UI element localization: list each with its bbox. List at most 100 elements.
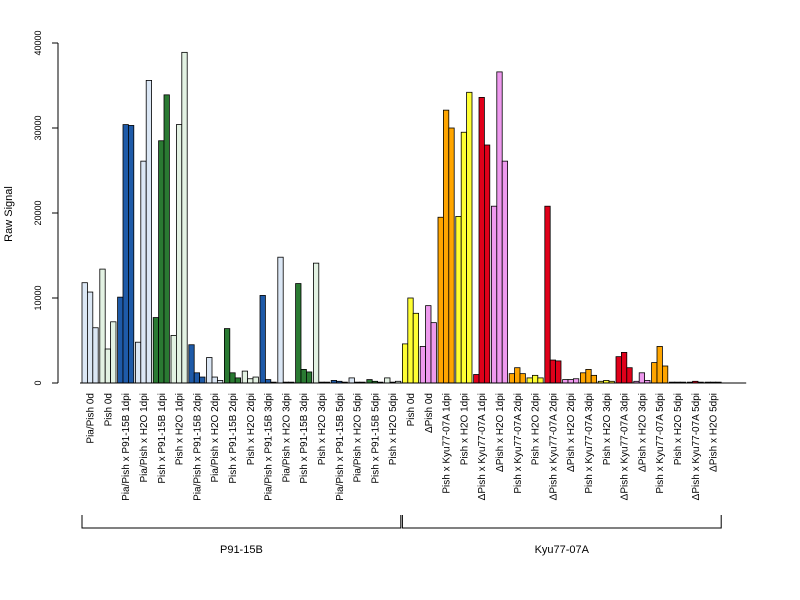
y-tick-label: 40000 [33,30,43,55]
bar [532,374,539,384]
bar [621,351,628,384]
x-tick-label: Pia/Pish x H2O 5dpi [353,393,364,483]
x-tick-label: Pia/Pish x P91-15B 3dpi [264,393,275,501]
y-tick-label: 10000 [33,285,43,310]
bar [473,374,480,384]
bar [259,295,266,384]
bar [562,379,569,384]
bar [496,71,503,384]
bar [175,124,183,384]
bar [252,376,259,384]
bar [134,341,142,384]
bar [211,376,218,384]
x-tick-label: Pish x P91-15B 5dpi [370,393,381,484]
bar [348,377,355,384]
y-tick-label: 0 [33,380,43,385]
x-tick-label: Pia/Pish x P91-15B 5dpi [335,393,346,501]
bar [455,215,462,384]
bar [573,378,580,384]
bar [193,372,200,384]
bar [519,373,526,384]
x-tick-label: Pish x H2O 1dpi [175,393,186,465]
bar [638,372,646,384]
bar [247,378,254,384]
bar [626,367,633,384]
x-tick-label: Pia/Pish x H2O 3dpi [281,393,292,483]
bar [170,334,177,384]
bar [104,348,111,384]
y-axis: 0 10000 20000 30000 40000 [33,30,59,386]
x-tick-label: ΔPish 0d [424,393,435,433]
x-tick-label: Pish x H2O 2dpi [246,393,257,465]
bar [651,362,658,384]
x-tick-label: ΔPish x Kyu77-07A 3dpi [620,393,631,500]
bar [300,368,307,384]
bar [437,216,444,384]
x-tick-label: Pia/Pish x P91-15B 1dpi [121,393,132,501]
bar [590,374,598,384]
bar [448,127,455,384]
y-tick-label: 30000 [33,115,43,140]
x-tick-label: ΔPish x H2O 1dpi [495,393,506,472]
x-tick-label: Pish x H2O 1dpi [459,393,470,465]
bar [117,296,124,384]
x-tick-label: ΔPish x Kyu77-07A 1dpi [477,393,488,500]
group-bracket [81,515,402,529]
bar [87,291,94,384]
x-tick-label: ΔPish x Kyu77-07A 2dpi [548,393,559,500]
x-tick-label: ΔPish x H2O 2dpi [566,393,577,472]
x-tick-label: Pish 0d [406,393,417,426]
x-tick-label: ΔPish x Kyu77-07A 5dpi [691,393,702,500]
bar [549,359,557,384]
bar [99,268,106,384]
bar [407,297,414,384]
bar [277,256,284,384]
bar [442,109,450,384]
bar [241,370,248,384]
bar [656,346,663,384]
bar [490,205,498,384]
x-tick-label: Pia/Pish x H2O 2dpi [210,393,221,483]
x-tick-label: Pish x Kyu77-07A 1dpi [442,393,453,494]
x-tick-label: Pish x H2O 3dpi [317,393,328,465]
bar [122,124,129,384]
group-bracket [401,515,722,529]
bar [478,97,485,384]
bar [234,377,241,384]
bar [199,376,206,384]
bar [181,51,188,384]
bar [514,367,521,384]
bar [585,368,592,384]
bar [223,328,231,384]
bar [163,94,170,384]
bar [295,283,302,384]
group-brackets: P91-15B Kyu77-07A [81,515,722,556]
bar [615,356,622,384]
bar [366,379,373,384]
bar [419,346,427,384]
x-tick-label: Pish x H2O 5dpi [673,393,684,465]
bar [555,360,562,384]
bar [501,160,509,384]
x-tick-label: Pish x P91-15B 3dpi [299,393,310,484]
bar [537,377,544,384]
bar [145,80,152,384]
bar [312,262,320,384]
bar [127,125,135,384]
group-label: Kyu77-07A [535,544,590,556]
bar [92,327,99,384]
bar [508,373,516,384]
bar [140,160,147,384]
x-tick-label: Pish x Kyu77-07A 2dpi [513,393,524,494]
x-tick-label: Pia/Pish x H2O 1dpi [139,393,150,483]
bar [483,144,491,384]
bar [384,377,391,384]
bar [425,305,432,384]
bar [305,371,313,384]
bar [412,312,420,384]
bar [401,343,409,384]
group-label: P91-15B [220,544,263,556]
bar [188,344,195,384]
x-tick-label: ΔPish x H2O 3dpi [637,393,648,472]
